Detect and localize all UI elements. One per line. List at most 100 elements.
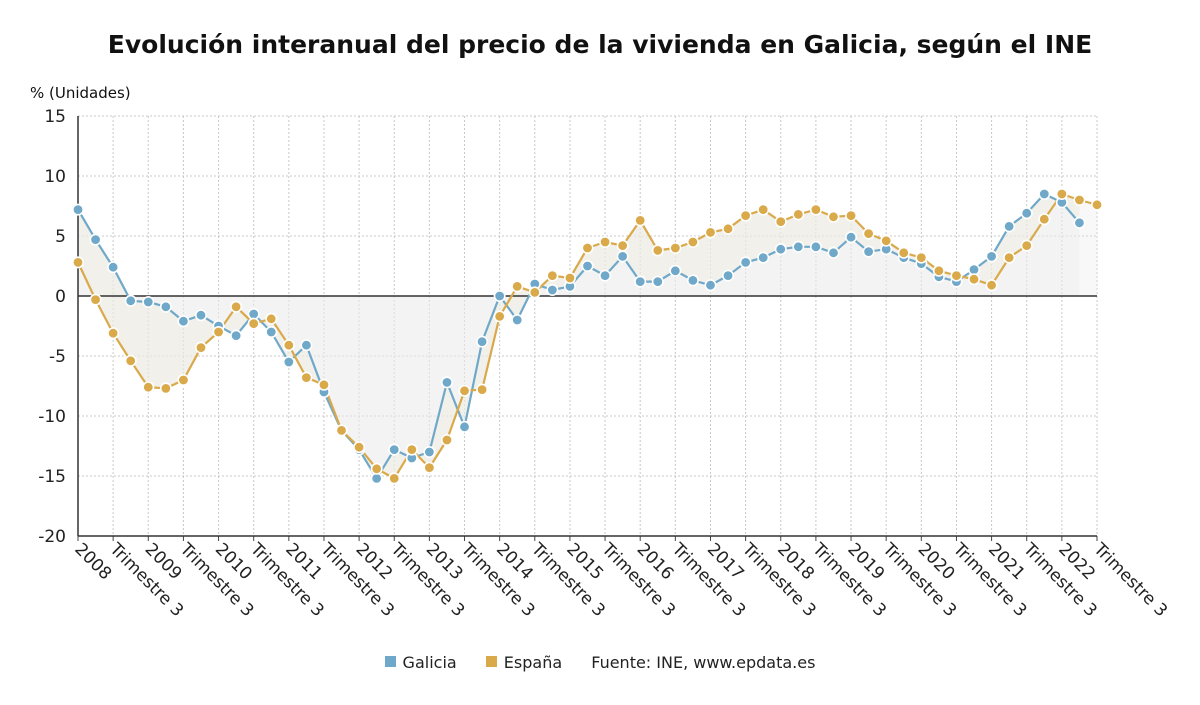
y-tick-label: 10 (44, 167, 66, 187)
data-point-galicia (72, 203, 85, 216)
data-point-espana (722, 222, 735, 235)
data-point-espana (862, 227, 875, 240)
data-point-galicia (159, 300, 172, 313)
data-point-galicia (599, 269, 612, 282)
data-point-espana (932, 264, 945, 277)
legend-item-galicia[interactable]: Galicia (384, 653, 457, 672)
data-point-galicia (265, 325, 278, 338)
data-point-galicia (1003, 220, 1016, 233)
data-point-espana (212, 325, 225, 338)
data-point-espana (142, 381, 155, 394)
data-point-galicia (282, 355, 295, 368)
data-point-espana (1003, 251, 1016, 264)
data-point-espana (950, 269, 963, 282)
data-point-espana (1091, 198, 1104, 211)
data-point-espana (880, 234, 893, 247)
data-point-galicia (546, 283, 559, 296)
legend-label-galicia: Galicia (402, 653, 457, 672)
data-point-espana (107, 327, 120, 340)
data-point-espana (669, 242, 682, 255)
data-point-espana (739, 209, 752, 222)
data-point-espana (89, 293, 102, 306)
data-point-galicia (845, 231, 858, 244)
data-point-espana (897, 246, 910, 259)
data-point-espana (282, 339, 295, 352)
data-point-galicia (300, 339, 313, 352)
data-point-espana (528, 286, 541, 299)
data-point-espana (809, 203, 822, 216)
data-point-galicia (739, 256, 752, 269)
data-point-galicia (1038, 188, 1051, 201)
y-tick-label: -15 (38, 467, 66, 487)
data-point-espana (546, 269, 559, 282)
data-point-galicia (89, 233, 102, 246)
data-point-espana (177, 373, 190, 386)
data-point-galicia (827, 246, 840, 259)
data-point-espana (1055, 188, 1068, 201)
legend-label-espana: España (503, 653, 563, 672)
data-point-espana (968, 273, 981, 286)
y-axis-label: % (Unidades) (30, 84, 131, 102)
data-point-galicia (669, 264, 682, 277)
data-point-galicia (722, 269, 735, 282)
x-tick-label: 2008 (70, 539, 115, 584)
data-point-espana (686, 236, 699, 249)
data-point-galicia (423, 445, 436, 458)
data-point-espana (335, 424, 348, 437)
data-point-galicia (124, 294, 137, 307)
series-line-galicia (77, 192, 1081, 481)
data-point-espana (72, 256, 85, 269)
data-point-espana (370, 462, 383, 475)
data-point-espana (1038, 213, 1051, 226)
data-point-galicia (809, 240, 822, 253)
legend-swatch-galicia (384, 656, 396, 667)
data-point-galicia (177, 315, 190, 328)
data-point-espana (581, 242, 594, 255)
data-point-galicia (616, 250, 629, 263)
y-tick-label: -20 (38, 527, 66, 547)
data-point-galicia (142, 295, 155, 308)
series-band (78, 194, 1080, 479)
data-point-galicia (388, 443, 401, 456)
data-point-galicia (792, 240, 805, 253)
data-point-espana (353, 441, 366, 454)
data-point-galicia (634, 275, 647, 288)
data-point-espana (247, 317, 260, 330)
data-point-espana (704, 226, 717, 239)
data-point-espana (827, 210, 840, 223)
data-point-galicia (476, 335, 489, 348)
data-point-galicia (230, 329, 243, 342)
data-point-espana (476, 383, 489, 396)
data-point-espana (159, 382, 172, 395)
data-point-espana (915, 251, 928, 264)
data-point-espana (845, 209, 858, 222)
data-point-espana (194, 341, 207, 354)
data-point-galicia (458, 420, 471, 433)
y-tick-label: 0 (55, 287, 66, 307)
data-point-galicia (493, 289, 506, 302)
data-point-espana (651, 244, 664, 257)
series-area-0 (78, 194, 1080, 479)
data-point-espana (616, 239, 629, 252)
data-point-galicia (1020, 207, 1033, 220)
data-point-galicia (757, 251, 770, 264)
data-point-espana (388, 472, 401, 485)
legend-item-espana[interactable]: España (485, 653, 563, 672)
y-tick-label: -5 (49, 347, 66, 367)
data-point-galicia (862, 245, 875, 258)
data-point-galicia (194, 309, 207, 322)
legend-swatch-espana (485, 656, 497, 667)
data-point-espana (493, 310, 506, 323)
data-point-espana (1020, 239, 1033, 252)
chart-title: Evolución interanual del precio de la vi… (107, 30, 1093, 59)
data-point-espana (124, 354, 137, 367)
data-point-espana (230, 300, 243, 313)
data-point-espana (563, 271, 576, 284)
data-point-galicia (704, 279, 717, 292)
data-point-espana (792, 208, 805, 221)
data-point-galicia (581, 259, 594, 272)
data-point-espana (317, 378, 330, 391)
data-point-espana (265, 312, 278, 325)
source-note: Fuente: INE, www.epdata.es (591, 653, 816, 672)
